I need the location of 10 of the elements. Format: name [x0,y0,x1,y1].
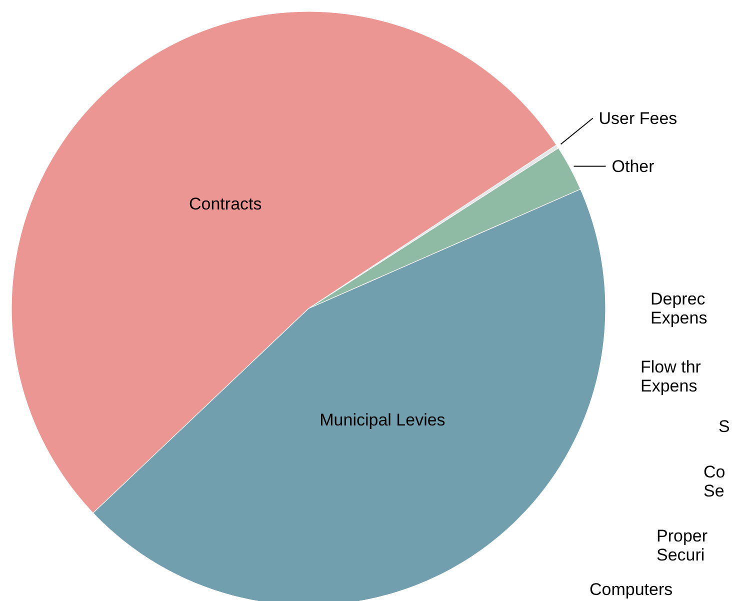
text: S [718,417,730,436]
text: Co Se [704,462,726,500]
slice-label: Other [612,156,655,176]
text: Deprec Expens [650,290,708,328]
text: Computers [590,580,673,599]
slice-label: User Fees [598,108,678,128]
text: Proper Securi [656,526,708,564]
text: Flow thr Expens [640,358,702,396]
slice-label: Municipal Levies [320,410,446,430]
slice-label: Contracts [189,194,262,214]
